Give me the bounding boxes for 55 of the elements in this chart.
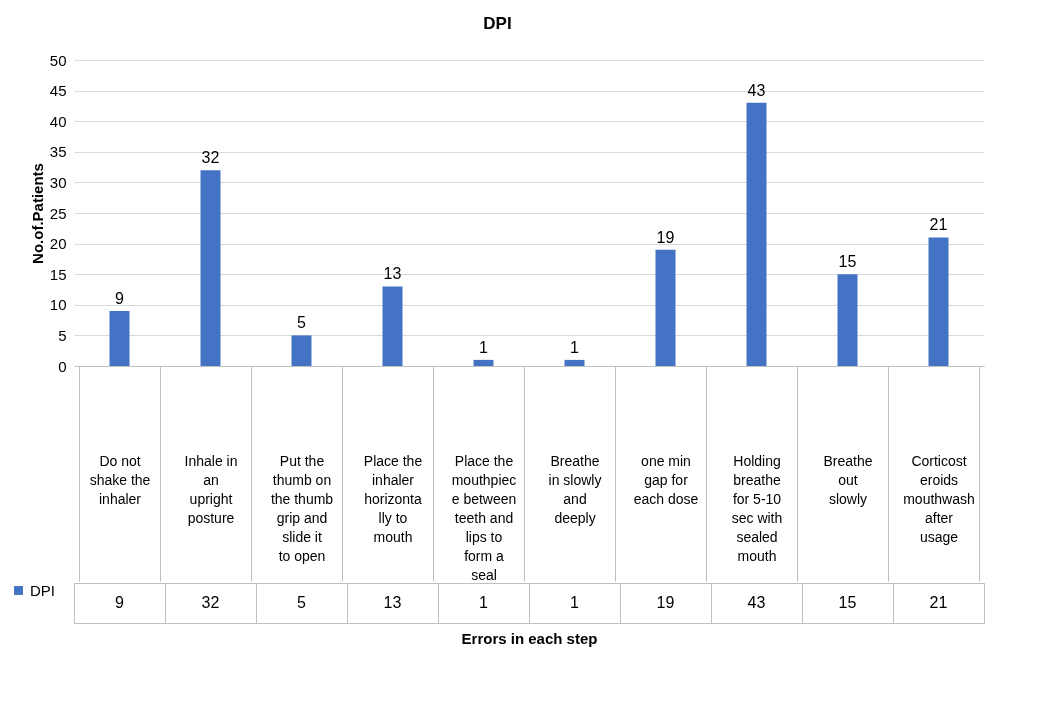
- text: 1: [570, 338, 579, 356]
- x-tick-label: Holding breathe for 5-10 sec with sealed mouth: [731, 452, 783, 564]
- text: 9: [115, 289, 124, 307]
- y-tick-label: 35: [49, 143, 67, 161]
- y-tick-label: 25: [49, 204, 67, 222]
- bar: [291, 335, 312, 366]
- bar: [837, 274, 858, 366]
- bar: [928, 237, 949, 366]
- y-tick-label: 5: [58, 326, 67, 344]
- data-label: 13: [383, 594, 402, 611]
- x-tick-label: Put the thumb on the thumb grip and slide it to open: [270, 452, 334, 564]
- text: 15: [838, 253, 857, 271]
- data-label: 1: [479, 594, 489, 611]
- text: 1: [479, 338, 488, 356]
- x-tick-label: Place the mouthpiece between teeth and lips to form a seal: [451, 452, 517, 583]
- data-label: 15: [838, 594, 857, 611]
- chart-title: DPI: [483, 14, 512, 33]
- y-tick-label: 45: [49, 82, 67, 100]
- text: 5: [297, 314, 306, 332]
- bar: [655, 249, 676, 366]
- x-tick-label: Inhale in an upright posture: [184, 452, 238, 526]
- x-tick-label: Breathe out slowly: [823, 452, 873, 507]
- x-tick-label: Breathe in slowly and deeply: [548, 452, 602, 526]
- text: 19: [656, 228, 675, 246]
- bar: [564, 359, 585, 366]
- data-label: 19: [656, 594, 675, 611]
- y-tick-label: 10: [49, 296, 67, 314]
- y-tick-label: 15: [49, 265, 67, 283]
- data-label: 43: [747, 594, 766, 611]
- x-tick-label: one min gap for each dose: [633, 452, 699, 507]
- text: 13: [383, 265, 402, 283]
- x-tick-label: Place the inhaler horizontally to mouth: [363, 452, 423, 545]
- x-axis-title: Errors in each step: [461, 629, 598, 647]
- data-label: 32: [201, 594, 220, 611]
- data-label: 5: [297, 594, 307, 611]
- x-tick-label: Corticosteroids mouthwash after usage: [903, 452, 975, 545]
- y-tick-label: 20: [49, 235, 67, 253]
- data-label: 21: [929, 594, 948, 611]
- data-label: 1: [570, 594, 580, 611]
- bar: [200, 170, 221, 366]
- bar: [746, 102, 767, 366]
- bar: [109, 310, 130, 366]
- y-tick-label: 50: [49, 51, 67, 69]
- text: 43: [747, 81, 766, 99]
- text: 21: [929, 216, 948, 234]
- y-tick-label: 30: [49, 173, 67, 191]
- legend-label: DPI: [30, 581, 56, 599]
- y-axis-title: No.of.Patients: [28, 163, 46, 264]
- x-tick-label: Do not shake the inhaler: [89, 452, 151, 507]
- bar: [473, 359, 494, 366]
- y-tick-label: 0: [58, 357, 67, 375]
- y-tick-label: 40: [49, 112, 67, 130]
- text: 32: [201, 149, 220, 167]
- data-label: 9: [115, 594, 125, 611]
- bar: [382, 286, 403, 366]
